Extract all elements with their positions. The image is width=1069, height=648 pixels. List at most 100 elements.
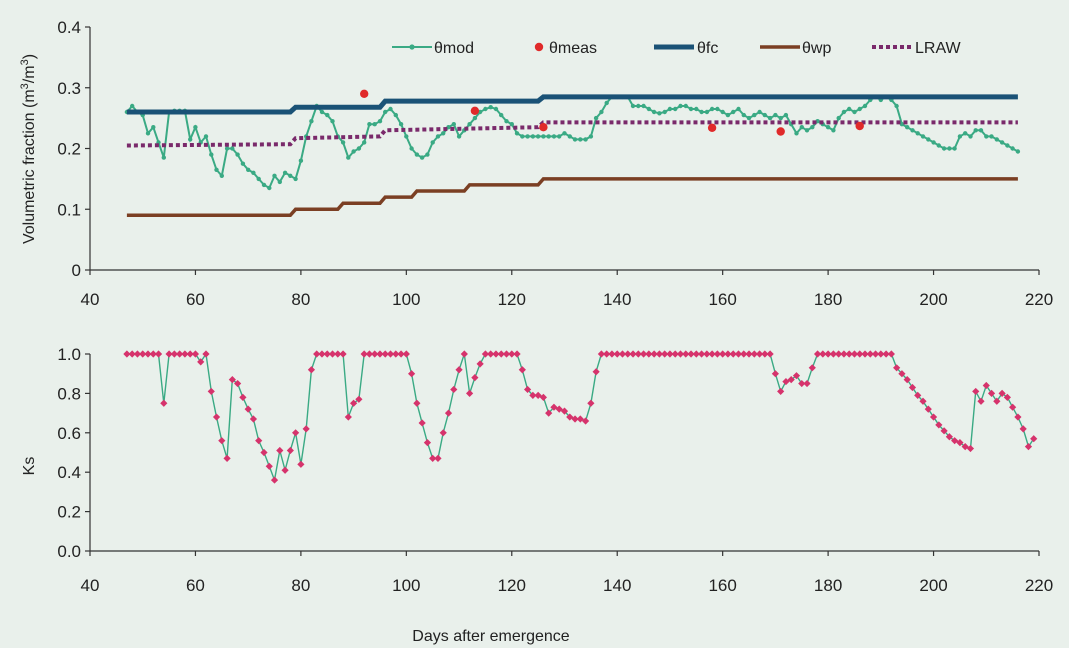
data-point-ks	[560, 407, 569, 415]
x-tick-label: 40	[81, 290, 100, 309]
data-point-ks	[365, 350, 374, 358]
data-point-theta-mod	[636, 103, 641, 109]
data-point-ks	[513, 350, 521, 358]
data-point-ks	[982, 381, 990, 390]
data-point-ks	[745, 350, 753, 358]
data-point-theta-mod	[288, 173, 293, 178]
data-point-theta-mod	[240, 161, 246, 166]
data-point-ks	[545, 409, 553, 417]
data-point-theta-mod	[857, 106, 862, 112]
data-point-theta-mod	[451, 122, 456, 127]
data-point-theta-mod	[1010, 146, 1015, 151]
plot-area	[123, 350, 1038, 484]
x-tick-label: 120	[498, 290, 526, 309]
data-point-theta-mod	[346, 155, 351, 160]
data-point-theta-mod	[688, 106, 694, 112]
data-point-theta-mod	[499, 112, 504, 118]
data-point-theta-mod	[520, 134, 525, 139]
data-point-theta-mod	[804, 128, 810, 133]
x-axis-title: Days after emergence	[412, 628, 570, 645]
data-point-theta-mod	[219, 173, 224, 178]
data-point-ks	[128, 350, 136, 358]
data-point-ks	[856, 350, 864, 358]
data-point-theta-mod	[678, 103, 683, 109]
data-point-ks	[993, 397, 1001, 405]
data-point-ks	[170, 350, 178, 358]
data-point-ks	[566, 413, 574, 421]
legend-item-lraw: LRAW	[872, 40, 962, 57]
data-point-theta-mod	[203, 134, 209, 139]
data-point-ks	[202, 350, 210, 358]
data-point-ks	[713, 350, 721, 358]
data-point-ks	[555, 405, 563, 413]
data-point-ks	[281, 466, 289, 474]
data-point-theta-mod	[984, 134, 989, 139]
y-tick-label: 0.6	[57, 424, 81, 443]
data-point-ks	[397, 350, 405, 358]
legend-item-theta-fc: θfc	[654, 40, 718, 57]
data-point-ks	[523, 385, 532, 394]
x-tick-label: 100	[392, 576, 420, 595]
data-point-ks	[265, 462, 273, 470]
data-point-theta-mod	[325, 112, 330, 118]
data-point-theta-mod	[567, 134, 572, 139]
legend-label-theta-wp: θwp	[802, 40, 831, 57]
data-point-ks	[502, 350, 511, 358]
data-point-ks	[160, 399, 168, 407]
data-point-ks	[729, 350, 737, 358]
data-point-ks	[576, 415, 584, 423]
data-point-ks	[460, 350, 468, 358]
data-point-theta-mod	[746, 115, 752, 121]
data-point-ks	[603, 350, 611, 358]
volumetric-fraction-chart: 0 0.1 0.2 0.3 0.4 40 60 80 100 120 140 160 180 200 22…	[19, 18, 1053, 309]
data-point-ks	[940, 427, 948, 435]
data-point-theta-mod	[836, 115, 841, 121]
data-point-theta-mod	[978, 128, 984, 133]
data-point-ks	[423, 439, 432, 447]
data-point-theta-mod	[525, 134, 530, 139]
data-point-theta-mod	[947, 146, 952, 151]
data-point-theta-mod	[493, 106, 499, 112]
data-point-ks	[661, 350, 669, 358]
data-point-ks	[191, 350, 200, 358]
data-point-ks	[371, 350, 379, 358]
data-point-theta-mod	[435, 134, 441, 139]
data-point-theta-mod	[562, 131, 567, 136]
x-tick-label: 120	[498, 576, 526, 595]
y-tick-labels: 0 0.1 0.2 0.3 0.4	[57, 18, 90, 280]
data-point-theta-mod	[1015, 149, 1021, 154]
data-point-theta-mod	[973, 128, 978, 133]
data-point-theta-mod	[388, 106, 393, 112]
data-point-theta-mod	[694, 106, 699, 112]
data-point-theta-mod	[398, 122, 404, 127]
data-point-ks	[682, 350, 690, 358]
data-point-theta-mod	[731, 109, 736, 115]
data-point-theta-mod	[456, 134, 462, 139]
data-point-theta-mod	[267, 185, 272, 191]
data-point-theta-mod	[762, 112, 767, 118]
data-point-ks	[286, 446, 294, 455]
data-point-theta-mod	[277, 179, 282, 185]
data-point-theta-mod	[736, 106, 741, 112]
data-point-ks	[666, 350, 674, 358]
data-point-ks	[893, 364, 901, 372]
data-point-theta-mod	[725, 112, 731, 118]
data-point-ks	[840, 350, 848, 358]
data-point-theta-mod	[578, 137, 583, 142]
data-point-theta-mod	[224, 146, 230, 151]
x-tick-label: 160	[708, 290, 736, 309]
data-point-ks	[782, 377, 790, 386]
data-point-theta-mod	[841, 109, 847, 115]
data-point-theta-mod	[188, 137, 193, 142]
data-point-theta-mod	[931, 140, 936, 145]
data-point-theta-mod	[968, 134, 973, 139]
data-point-ks	[692, 350, 700, 358]
data-point-theta-mod	[356, 146, 362, 151]
data-point-theta-mod	[847, 106, 852, 112]
y-tick-label: 0.4	[57, 463, 81, 482]
data-point-theta-mod	[530, 134, 536, 139]
data-point-ks	[439, 429, 447, 437]
data-point-ks	[819, 350, 827, 358]
data-point-theta-mod	[230, 146, 235, 151]
data-point-ks	[239, 393, 247, 401]
